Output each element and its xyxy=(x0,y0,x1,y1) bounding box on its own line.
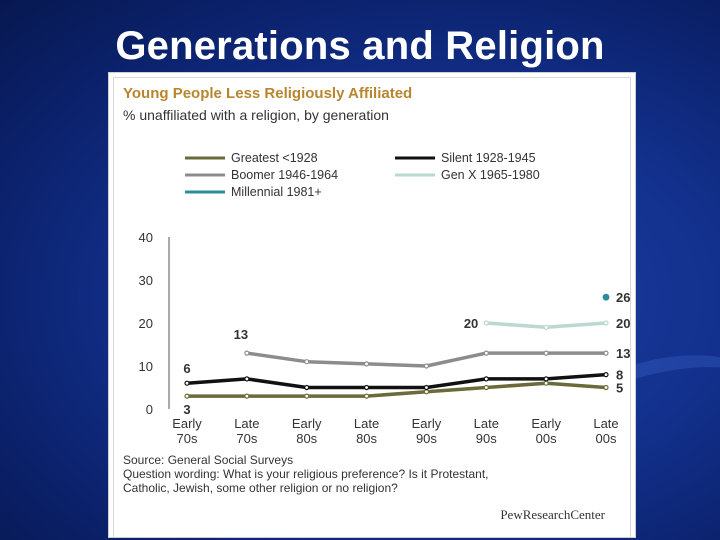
series-line-1 xyxy=(186,372,607,390)
x-tick-label: Early 00s xyxy=(531,416,561,446)
data-point xyxy=(543,324,549,330)
data-point xyxy=(483,350,489,356)
x-tick-label: Late 90s xyxy=(474,416,499,446)
data-point xyxy=(363,393,370,399)
data-label: 3 xyxy=(183,402,190,417)
data-point xyxy=(602,293,610,301)
data-point xyxy=(244,393,250,399)
chart-legend: Greatest <1928 Silent 1928-1945 Boomer 1… xyxy=(185,149,605,199)
data-point xyxy=(244,376,250,382)
y-tick-label: 30 xyxy=(139,273,153,288)
pew-logo: PewResearchCenter xyxy=(500,507,605,522)
data-label: 8 xyxy=(616,368,623,383)
data-point xyxy=(603,372,609,378)
data-point xyxy=(423,389,430,395)
legend-item-genx: Gen X 1965-1980 xyxy=(395,166,540,183)
data-point xyxy=(483,320,489,326)
y-tick-label: 0 xyxy=(146,402,153,417)
x-tick-label: Early 70s xyxy=(172,416,202,446)
data-point xyxy=(603,350,609,356)
x-tick-label: Early 80s xyxy=(292,416,322,446)
data-label: 13 xyxy=(616,346,630,361)
data-point xyxy=(603,320,609,326)
data-point xyxy=(483,384,489,391)
data-point xyxy=(304,393,310,399)
data-point xyxy=(603,384,609,391)
data-point xyxy=(423,363,430,369)
source-line: Source: General Social Surveys xyxy=(123,453,294,467)
data-point xyxy=(244,350,250,356)
data-label: 26 xyxy=(616,290,630,305)
legend-label: Silent 1928-1945 xyxy=(441,150,536,165)
legend-item-millennial: Millennial 1981+ xyxy=(185,183,322,200)
data-label: 6 xyxy=(183,361,190,376)
data-label: 5 xyxy=(616,381,623,396)
legend-label: Millennial 1981+ xyxy=(231,184,322,199)
legend-label: Greatest <1928 xyxy=(231,150,318,165)
data-label: 13 xyxy=(234,327,248,342)
series-line-0 xyxy=(187,381,607,398)
x-tick-label: Late 70s xyxy=(234,416,259,446)
question-wording-line: Question wording: What is your religious… xyxy=(123,467,489,481)
data-point xyxy=(543,380,549,386)
data-point xyxy=(304,384,310,391)
line-chart: 0 10 20 30 40 Early 70s Late 70s Early 80s Late 80s E… xyxy=(139,230,631,446)
data-point xyxy=(543,350,549,356)
x-tick-label: Late 00s xyxy=(593,416,618,446)
slide-title: Generations and Religion xyxy=(115,24,605,68)
y-tick-label: 40 xyxy=(139,230,153,245)
data-point xyxy=(363,384,370,391)
y-tick-label: 10 xyxy=(139,359,153,374)
data-point xyxy=(363,361,370,367)
data-point xyxy=(483,376,489,382)
y-tick-label: 20 xyxy=(139,316,153,331)
chart-panel: Young People Less Religiously Affiliated… xyxy=(108,72,636,538)
chart-source: Source: General Social Surveys Question … xyxy=(123,453,623,495)
x-tick-label: Early 90s xyxy=(412,416,442,446)
data-label: 20 xyxy=(464,316,478,331)
legend-item-greatest: Greatest <1928 xyxy=(185,149,318,166)
data-label: 20 xyxy=(616,316,630,331)
data-point xyxy=(423,384,430,391)
x-tick-label: Late 80s xyxy=(354,416,379,446)
legend-item-silent: Silent 1928-1945 xyxy=(395,149,536,166)
data-point xyxy=(543,376,549,382)
data-point xyxy=(184,380,190,386)
legend-label: Boomer 1946-1964 xyxy=(231,167,339,182)
chart-subtitle: % unaffiliated with a religion, by gener… xyxy=(123,107,389,123)
legend-item-boomer: Boomer 1946-1964 xyxy=(185,166,338,183)
data-point xyxy=(184,393,190,399)
question-wording-line: Catholic, Jewish, some other religion or… xyxy=(123,481,398,495)
panel-border xyxy=(113,77,631,537)
legend-label: Gen X 1965-1980 xyxy=(441,167,540,182)
chart-title: Young People Less Religiously Affiliated xyxy=(123,85,413,102)
data-point xyxy=(304,359,310,365)
